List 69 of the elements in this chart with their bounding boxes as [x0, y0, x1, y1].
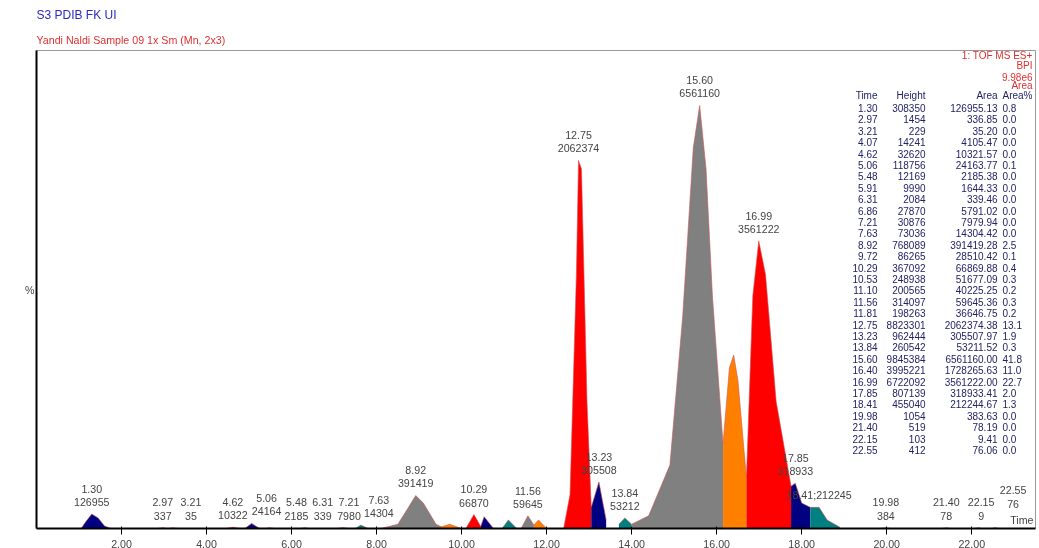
x-tick-label: 4.00 [196, 537, 217, 548]
text: 11.81 198263 36646.75 0.2 [853, 308, 1017, 320]
text: 4.07 14241 4105.47 0.0 [858, 137, 1017, 149]
annotation: 12.75 2062374 [557, 129, 600, 155]
text: 5.06 118756 24163.77 0.1 [858, 159, 1017, 171]
x-tick-label: 14.00 [618, 537, 646, 548]
x-tick-label: 2.00 [111, 537, 132, 548]
text: 13.84 260542 53211.52 0.3 [852, 342, 1017, 354]
text: 5.91 9990 1644.33 0.0 [858, 182, 1017, 194]
chart-title: S3 PDIB FK UI [36, 7, 117, 22]
x-tick-label: 22.00 [958, 537, 986, 548]
text: 8.92 768089 391419.28 2.5 [858, 239, 1017, 251]
annotation: 4.62 10322 [218, 496, 248, 522]
text: 11.56 314097 59645.36 0.3 [853, 296, 1017, 308]
text: 1.30 308350 126955.13 0.8 [858, 102, 1017, 114]
text: 6.31 2084 339.46 0.0 [858, 194, 1017, 206]
text: 21.40 519 78.19 0.0 [852, 422, 1017, 434]
x-tick-label: 18.00 [788, 537, 816, 548]
text: BPI [1016, 59, 1033, 71]
annotation: 7.21 7980 [337, 496, 361, 522]
annotation: 19.98 384 [872, 496, 900, 522]
annotation: 5.06 24164 [251, 492, 282, 518]
chart-subtitle: Yandi Naldi Sample 09 1x Sm (Mn, 2x3) [36, 33, 226, 46]
x-axis-title: Time [1010, 513, 1034, 526]
text: 18.41 455040 212244.67 1.3 [852, 399, 1017, 411]
text: 10.53 248938 51677.09 0.3 [852, 273, 1017, 285]
annotation: 13.84 53212 [610, 486, 640, 512]
text: 1: TOF MS ES+ [961, 49, 1033, 61]
annotation: 2.97 337 [152, 496, 174, 522]
y-axis-title: % [25, 283, 36, 296]
text: 4.62 32620 10321.57 0.0 [858, 148, 1017, 160]
annotation: 15.60 6561160 [679, 74, 721, 100]
annotation: 22.15 9 [967, 496, 995, 522]
text: 2.97 1454 336.85 0.0 [858, 114, 1017, 126]
x-tick-label: 8.00 [366, 537, 388, 548]
annotation: 3.21 35 [180, 496, 202, 522]
text: 12.75 8823301 2062374.38 13.1 [852, 319, 1022, 331]
annotation: 5.48 2185 [284, 496, 309, 522]
text: 10.29 367092 66869.88 0.4 [852, 262, 1017, 274]
text: 6.86 27870 5791.02 0.0 [858, 205, 1017, 217]
annotation: 16.99 3561222 [738, 209, 780, 235]
text: 17.85 807139 318933.41 2.0 [852, 387, 1017, 399]
annotation: 11.56 59645 [513, 484, 543, 510]
text: 16.99 6722092 3561222.00 22.7 [852, 376, 1022, 388]
x-tick-label: 12.00 [533, 537, 561, 548]
text: 15.60 9845384 6561160.00 41.8 [852, 353, 1022, 365]
annotation: 6.31 339 [312, 496, 334, 522]
text: 11.10 200565 40225.25 0.2 [853, 285, 1017, 297]
annotation: 22.55 76 [999, 484, 1027, 510]
text: 22.15 103 9.41 0.0 [852, 433, 1017, 445]
annotation: 7.63 14304 [364, 493, 394, 520]
text: 7.63 73036 14304.42 0.0 [858, 228, 1017, 240]
text: 5.48 12169 2185.38 0.0 [858, 171, 1017, 183]
x-tick-label: 6.00 [281, 537, 303, 548]
text: 22.55 412 76.06 0.0 [852, 444, 1017, 456]
x-tick-label: 10.00 [448, 537, 476, 548]
x-tick-label: 16.00 [703, 537, 731, 548]
text: 7.21 30876 7979.94 0.0 [858, 216, 1017, 228]
text: 19.98 1054 383.63 0.0 [852, 410, 1017, 422]
annotation: 1.30 126955 [73, 482, 110, 509]
annotation: 8.92 391419 [397, 464, 434, 490]
text: 3.21 229 35.20 0.0 [858, 125, 1017, 137]
text: 16.40 3995221 1728265.63 11.0 [852, 365, 1022, 377]
annotation: 10.29 66870 [459, 483, 489, 509]
annotation: 21.40 78 [932, 496, 960, 522]
text: Time Height Area Area% [855, 89, 1033, 101]
x-tick-label: 20.00 [873, 537, 901, 548]
text: 9.72 86265 28510.42 0.1 [858, 251, 1017, 263]
text: 13.23 962444 305507.97 1.9 [852, 330, 1017, 342]
